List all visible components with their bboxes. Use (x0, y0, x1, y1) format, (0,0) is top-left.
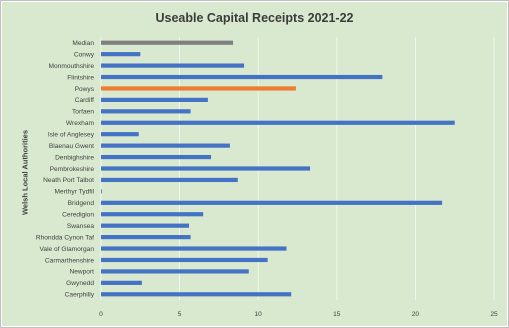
category-label: Swansea (67, 223, 94, 230)
bar-neath-port-talbot (101, 177, 238, 183)
bar-conwy (101, 52, 141, 57)
category-label: Torfaen (72, 109, 94, 116)
bar-vale-of-glamorgan (101, 246, 287, 251)
category-label: Powys (75, 86, 95, 93)
bar-merthyr-tydfil (101, 189, 102, 194)
bar-median (101, 40, 234, 45)
category-label: Bridgend (68, 200, 95, 207)
category-label: Median (72, 40, 94, 47)
x-tick-label: 15 (333, 311, 341, 318)
chart-title: Useable Capital Receipts 2021-22 (155, 11, 354, 25)
category-label: Monmouthshire (49, 63, 95, 70)
bar-monmouthshire (101, 63, 245, 68)
x-tick-label: 20 (412, 311, 420, 318)
category-label: Vale of Glamorgan (40, 246, 95, 253)
category-label: Caerphilly (65, 292, 95, 299)
category-label: Blaenau Gwent (49, 143, 94, 150)
x-tick-label: 0 (99, 311, 103, 318)
category-label: Carmarthenshire (45, 257, 94, 264)
bar-powys (101, 86, 296, 91)
category-label: Isle of Anglesey (48, 131, 95, 138)
category-label: Merthyr Tydfil (55, 189, 95, 196)
bar-newport (101, 269, 249, 274)
bar-swansea (101, 223, 190, 228)
category-label: Pembrokeshire (50, 166, 95, 173)
category-label: Cardiff (75, 97, 94, 104)
x-tick-label: 10 (255, 311, 263, 318)
x-tick-label: 5 (178, 311, 182, 318)
category-label: Ceredigion (62, 212, 94, 219)
bar-rhondda-cynon-taf (101, 235, 191, 240)
category-label: Conwy (74, 51, 95, 58)
bar-pembrokeshire (101, 166, 311, 171)
category-label: Gwynedd (66, 280, 94, 287)
bar-denbighshire (101, 154, 212, 160)
category-label: Neath Port Talbot (43, 177, 94, 184)
bar-cardiff (101, 97, 208, 102)
bar-gwynedd (101, 280, 142, 285)
bar-blaenau-gwent (101, 143, 230, 148)
bar-bridgend (101, 200, 443, 205)
bar-ceredigion (101, 212, 204, 217)
category-label: Newport (69, 269, 94, 276)
bar-wrexham (101, 120, 455, 125)
category-label: Denbighshire (55, 154, 94, 161)
bar-caerphilly (101, 292, 292, 297)
category-label: Rhondda Cynon Taf (36, 234, 94, 241)
bar-carmarthenshire (101, 257, 268, 263)
category-label: Wrexham (66, 120, 95, 127)
x-tick-label: 25 (490, 311, 498, 318)
category-label: Flintshire (67, 74, 94, 81)
bar-isle-of-anglesey (101, 132, 139, 137)
bar-torfaen (101, 109, 191, 114)
bar-flintshire (101, 74, 383, 80)
